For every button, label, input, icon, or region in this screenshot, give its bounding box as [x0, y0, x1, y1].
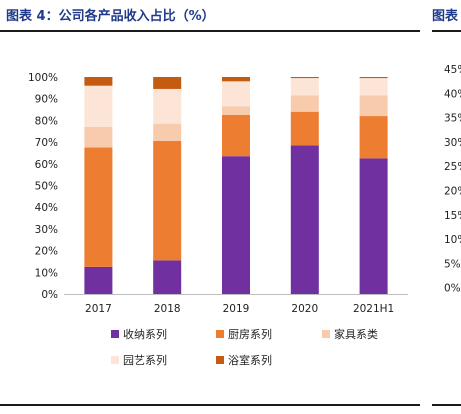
partial-right-tick-label: 25% — [444, 161, 461, 173]
bar-segment — [222, 114, 250, 157]
bar-segment — [222, 77, 250, 82]
next-chart-title: 图表 — [432, 9, 459, 24]
chart-title: 图表 4：公司各产品收入占比（%） — [6, 9, 215, 24]
bar-segment — [153, 123, 182, 142]
bar-segment — [290, 78, 319, 96]
bar-segment — [84, 77, 113, 86]
legend-label: 浴室系列 — [228, 353, 272, 367]
x-tick-label: 2017 — [85, 303, 112, 315]
x-tick-label: 2019 — [223, 303, 250, 315]
y-tick-label: 60% — [35, 159, 58, 171]
y-axis: 0% 10% 20% 30% 40% 50% 60% 70% 80% 90% 100% — [28, 72, 58, 301]
bar-segment — [222, 156, 250, 294]
legend-swatch — [216, 356, 224, 364]
bar-segment — [290, 145, 319, 294]
legend-swatch — [216, 330, 224, 338]
bar-segment — [222, 106, 250, 115]
legend-label: 家具系类 — [334, 327, 378, 341]
bar-segment — [290, 111, 319, 146]
x-tick-label: 2018 — [154, 303, 181, 315]
legend-label: 厨房系列 — [228, 327, 272, 341]
x-tick-label: 2021H1 — [353, 303, 394, 315]
bar-segment — [290, 95, 319, 112]
y-tick-label: 30% — [35, 224, 58, 236]
partial-right-axis: 45% 40% 35% 30% 25% 20% 15% 10% 5% 0% — [444, 64, 461, 295]
bottom-rule-next — [432, 404, 461, 406]
partial-right-tick-label: 45% — [444, 64, 461, 76]
bar-segment — [359, 116, 388, 159]
partial-right-tick-label: 5% — [444, 258, 461, 270]
legend-swatch — [111, 330, 119, 338]
y-tick-label: 40% — [35, 202, 58, 214]
bottom-rule — [0, 404, 420, 406]
y-tick-label: 0% — [41, 289, 58, 301]
x-axis: 2017 2018 2019 2020 2021H1 — [64, 294, 408, 315]
bars — [84, 77, 388, 294]
y-tick-label: 80% — [35, 115, 58, 127]
partial-right-tick-label: 10% — [444, 234, 461, 246]
legend-swatch — [322, 330, 330, 338]
top-rule-next — [432, 30, 461, 32]
bar-segment — [84, 85, 113, 127]
bar-segment — [222, 81, 250, 107]
partial-right-tick-label: 30% — [444, 137, 461, 149]
bar-segment — [153, 260, 182, 294]
top-rule — [0, 30, 420, 32]
bar-segment — [359, 95, 388, 117]
y-tick-label: 10% — [35, 267, 58, 279]
bar-segment — [359, 78, 388, 96]
legend-label: 收纳系列 — [123, 327, 167, 341]
partial-right-tick-label: 0% — [444, 283, 461, 295]
partial-right-tick-label: 40% — [444, 88, 461, 100]
y-tick-label: 90% — [35, 94, 58, 106]
bar-segment — [153, 88, 182, 124]
bar-segment — [84, 266, 113, 294]
y-tick-label: 70% — [35, 137, 58, 149]
bar-segment — [359, 158, 388, 294]
bar-segment — [290, 77, 319, 79]
legend-swatch — [111, 356, 119, 364]
partial-right-tick-label: 20% — [444, 186, 461, 198]
legend-label: 园艺系列 — [123, 353, 167, 367]
bar-segment — [84, 147, 113, 267]
partial-right-tick-label: 35% — [444, 113, 461, 125]
y-tick-label: 20% — [35, 246, 58, 258]
bar-segment — [359, 77, 388, 79]
x-tick-label: 2020 — [291, 303, 318, 315]
y-tick-label: 100% — [28, 72, 58, 84]
bar-segment — [153, 141, 182, 261]
partial-right-tick-label: 15% — [444, 210, 461, 222]
bar-segment — [153, 77, 182, 89]
y-tick-label: 50% — [35, 181, 58, 193]
bar-segment — [84, 126, 113, 148]
